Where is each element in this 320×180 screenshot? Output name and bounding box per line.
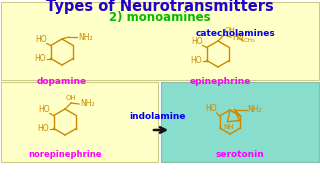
Text: NH₂: NH₂ xyxy=(78,33,92,42)
Text: NH: NH xyxy=(223,124,234,130)
Text: indolamine: indolamine xyxy=(129,112,185,121)
Text: HO: HO xyxy=(38,105,50,114)
Text: dopamine: dopamine xyxy=(37,77,87,86)
Text: HO: HO xyxy=(190,56,202,65)
Text: HO: HO xyxy=(35,35,47,44)
Text: HO: HO xyxy=(205,104,217,113)
Text: HO: HO xyxy=(191,37,203,46)
Text: CH₃: CH₃ xyxy=(244,39,256,44)
Text: norepinephrine: norepinephrine xyxy=(28,150,102,159)
Text: HO: HO xyxy=(37,124,49,133)
Text: NH₂: NH₂ xyxy=(248,105,262,114)
Text: OH: OH xyxy=(225,27,236,33)
FancyBboxPatch shape xyxy=(1,2,319,80)
FancyBboxPatch shape xyxy=(161,82,319,162)
Text: 2) monoamines: 2) monoamines xyxy=(109,12,211,24)
FancyBboxPatch shape xyxy=(1,82,158,162)
Text: HO: HO xyxy=(34,54,46,63)
Text: HN: HN xyxy=(232,33,244,42)
Text: NH₂: NH₂ xyxy=(80,100,95,109)
Text: OH: OH xyxy=(66,95,76,101)
Text: epinephrine: epinephrine xyxy=(189,77,251,86)
Text: catecholamines: catecholamines xyxy=(196,28,276,37)
Text: Types of Neurotransmitters: Types of Neurotransmitters xyxy=(46,0,274,15)
Text: serotonin: serotonin xyxy=(216,150,264,159)
